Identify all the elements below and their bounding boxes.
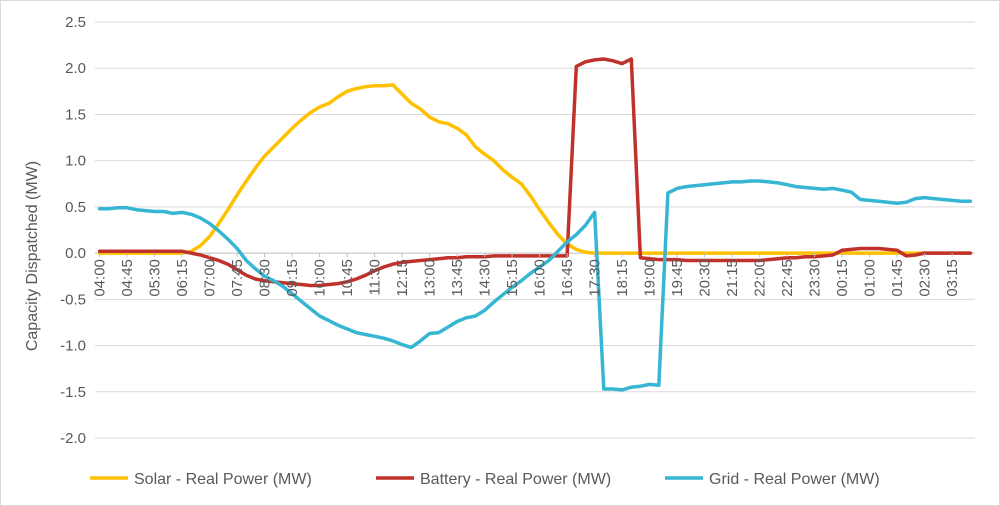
x-tick-label: 05:30 <box>147 259 164 297</box>
x-tick-label: 13:00 <box>422 259 439 297</box>
series-line-0 <box>97 83 973 255</box>
x-tick-label: 07:00 <box>202 259 219 297</box>
x-tick-label: 06:15 <box>174 259 191 297</box>
y-axis-title: Capacity Dispatched (MW) <box>24 161 41 351</box>
y-tick-label: 2.0 <box>65 60 86 77</box>
x-tick-label: 23:30 <box>807 259 824 297</box>
x-tick-label: 03:15 <box>944 259 961 297</box>
x-tick-label: 19:45 <box>669 259 686 297</box>
x-tick-label: 20:30 <box>697 259 714 297</box>
x-tick-label: 17:30 <box>587 259 604 297</box>
y-tick-label: 0.0 <box>65 245 86 262</box>
x-tick-label: 04:00 <box>92 259 109 297</box>
x-tick-label: 08:30 <box>257 259 274 297</box>
legend-label-0: Solar - Real Power (MW) <box>134 471 312 488</box>
x-tick-label: 14:30 <box>477 259 494 297</box>
series-line-2 <box>97 179 973 392</box>
legend: Solar - Real Power (MW) Battery - Real Po… <box>90 471 880 488</box>
x-tick-label: 10:45 <box>339 259 356 297</box>
x-tick-label: 21:15 <box>724 259 741 297</box>
y-tick-label: 1.0 <box>65 153 86 170</box>
x-tick-label: 19:00 <box>642 259 659 297</box>
legend-label-2: Grid - Real Power (MW) <box>709 471 880 488</box>
x-tick-label: 00:15 <box>834 259 851 297</box>
y-tick-label: 2.5 <box>65 14 86 31</box>
series-line-1 <box>97 57 973 288</box>
x-tick-label: 22:00 <box>752 259 769 297</box>
x-tick-label: 22:45 <box>779 259 796 297</box>
x-tick-label: 09:15 <box>284 259 301 297</box>
y-tick-label: -0.5 <box>60 291 86 308</box>
x-tick-label: 01:00 <box>862 259 879 297</box>
y-tick-label: 0.5 <box>65 199 86 216</box>
legend-label-1: Battery - Real Power (MW) <box>420 471 611 488</box>
x-tick-label: 16:45 <box>559 259 576 297</box>
y-axis-ticks: 2.5 2.0 1.5 1.0 0.5 0.0 -0.5 -1.0 -1.5 -2.0 <box>60 14 86 447</box>
x-tick-label: 12:15 <box>394 259 411 297</box>
x-tick-label: 04:45 <box>119 259 136 297</box>
y-tick-label: -1.0 <box>60 338 86 355</box>
y-tick-label: -2.0 <box>60 430 86 447</box>
x-tick-label: 10:00 <box>312 259 329 297</box>
x-tick-label: 01:45 <box>889 259 906 297</box>
gridlines <box>95 21 975 439</box>
series-lines <box>97 57 973 392</box>
x-tick-label: 15:15 <box>504 259 521 297</box>
x-axis-ticks: 04:00 04:45 05:30 06:15 07:00 07:45 08:30 09:15… <box>92 253 961 297</box>
x-tick-label: 02:30 <box>917 259 934 297</box>
y-tick-label: 1.5 <box>65 106 86 123</box>
x-tick-label: 11:30 <box>367 259 384 295</box>
x-tick-label: 13:45 <box>449 259 466 297</box>
x-tick-label: 07:45 <box>229 259 246 297</box>
x-tick-label: 16:00 <box>532 259 549 297</box>
x-tick-label: 18:15 <box>614 259 631 297</box>
y-tick-label: -1.5 <box>60 384 86 401</box>
